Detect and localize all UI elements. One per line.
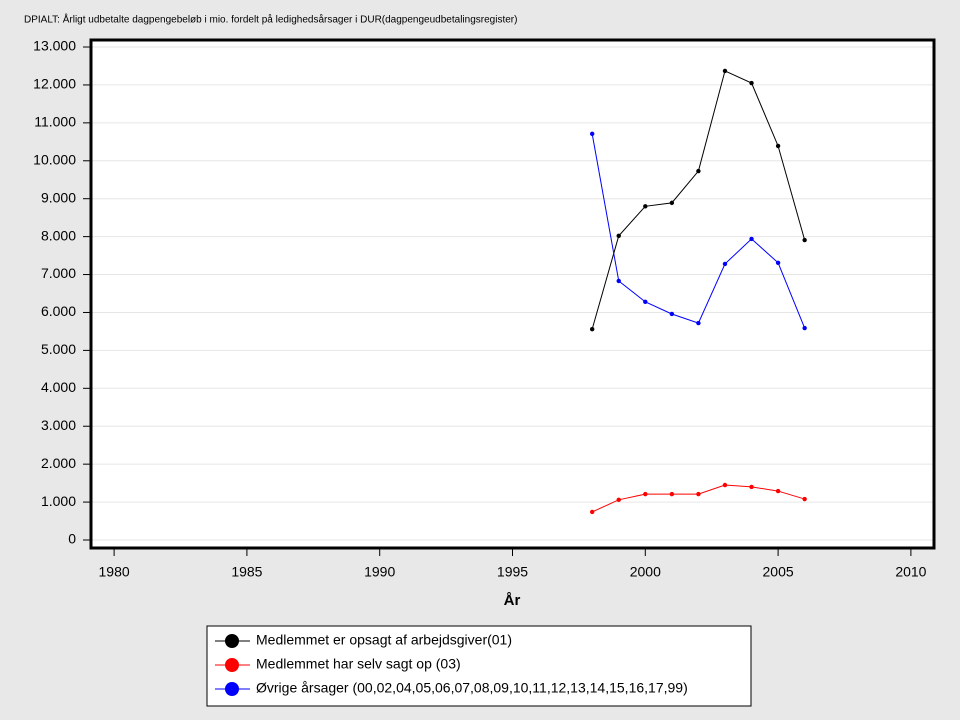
data-point [589,509,595,515]
data-point [643,299,648,305]
data-point [616,233,621,239]
x-tick-label: 1985 [231,564,262,580]
y-tick-label: 9.000 [41,189,76,205]
data-point [749,484,754,490]
data-point [616,278,621,284]
chart-title: DPIALT: Årligt udbetalte dagpengebeløb i… [24,13,517,26]
data-point [643,491,648,497]
data-point [749,236,754,242]
y-tick-label: 11.000 [34,114,76,130]
data-point [802,496,807,502]
data-point [616,497,621,503]
data-point [749,80,754,86]
data-point [643,204,648,209]
legend-label: Medlemmet er opsagt af arbejdsgiver(01) [256,632,512,648]
x-tick-label: 1995 [497,564,528,580]
data-point [589,131,595,137]
data-point [802,325,807,331]
data-point [669,200,675,206]
x-tick-label: 1990 [364,564,395,580]
data-point [696,168,701,174]
data-point [722,68,728,74]
y-tick-label: 1.000 [41,493,76,509]
y-tick-label: 10.000 [33,151,76,167]
y-tick-label: 0 [68,531,76,547]
data-point [589,326,595,332]
y-tick-label: 4.000 [41,379,76,395]
x-tick-label: 2005 [763,564,794,580]
legend-marker [225,634,239,648]
data-point [802,237,807,243]
y-tick-label: 6.000 [41,303,76,319]
data-point [722,261,728,267]
data-point [669,311,675,317]
y-tick-label: 8.000 [41,227,76,243]
data-point [696,491,701,497]
data-point [722,482,728,488]
x-tick-label: 1980 [99,564,130,580]
data-point [775,143,781,149]
y-tick-label: 7.000 [41,265,76,281]
data-point [775,488,781,494]
legend-marker [225,682,239,696]
data-point [696,320,701,326]
x-tick-label: 2010 [895,564,926,580]
plot-area [91,40,934,548]
legend-label: Medlemmet har selv sagt op (03) [256,656,461,672]
y-tick-label: 12.000 [33,76,76,92]
y-tick-label: 2.000 [41,455,76,471]
data-point [669,491,675,497]
y-tick-label: 3.000 [41,417,76,433]
data-point [775,260,781,265]
y-tick-label: 5.000 [41,341,76,357]
legend [206,625,752,707]
y-tick-label: 13.000 [33,38,76,54]
x-axis-label: År [504,592,521,609]
legend-label: Øvrige årsager (00,02,04,05,06,07,08,09,… [256,680,688,696]
legend-marker [225,658,239,672]
x-tick-label: 2000 [630,564,661,580]
